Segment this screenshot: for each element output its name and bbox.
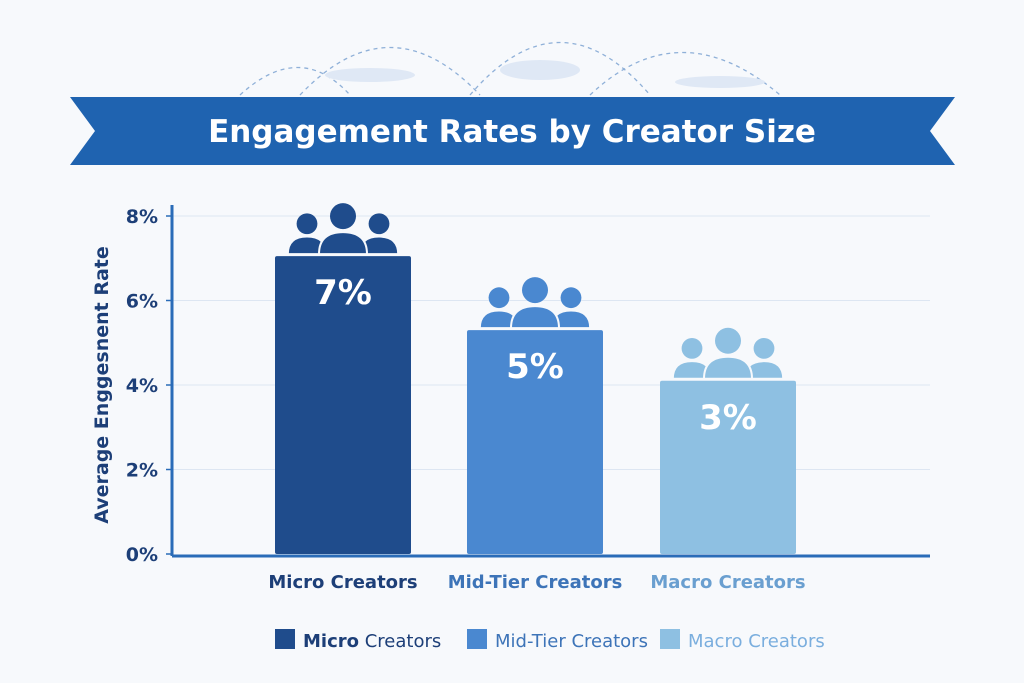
person-body-icon	[317, 231, 369, 256]
person-head-icon	[296, 213, 318, 235]
legend-label-bold: Micro	[303, 631, 359, 652]
bar	[467, 330, 603, 554]
y-tick-label: 2%	[126, 460, 158, 482]
y-tick-label: 4%	[126, 375, 158, 397]
people-group-icon	[478, 277, 592, 330]
person-head-icon	[681, 337, 703, 359]
person-head-icon	[522, 277, 548, 304]
y-axis-label: Average Enggesnent Rate	[91, 246, 113, 524]
y-tick-label: 6%	[126, 291, 158, 313]
legend-label: Mid-Tier Creators	[495, 631, 648, 652]
chart-title: Engagement Rates by Creator Size	[208, 114, 816, 150]
legend-label-text: Macro Creators	[688, 631, 825, 652]
bar	[275, 256, 411, 554]
person-head-icon	[368, 213, 390, 235]
legend-swatch	[275, 629, 295, 649]
person-head-icon	[330, 203, 356, 230]
people-group-icon	[286, 203, 400, 256]
legend-swatch	[467, 629, 487, 649]
x-tick-label: Macro Creators	[650, 572, 805, 593]
person-head-icon	[560, 287, 582, 309]
y-tick-label: 0%	[126, 544, 158, 566]
person-head-icon	[488, 287, 510, 309]
legend-label-text: Creators	[359, 631, 441, 652]
data-label: 3%	[699, 398, 757, 438]
person-body-icon	[509, 305, 561, 330]
legend-label: Macro Creators	[688, 631, 825, 652]
legend-label-text: Mid-Tier Creators	[495, 631, 648, 652]
person-head-icon	[753, 337, 775, 359]
x-tick-label: Mid-Tier Creators	[448, 572, 623, 593]
legend-swatch	[660, 629, 680, 649]
data-label: 7%	[314, 273, 372, 313]
data-label: 5%	[506, 347, 564, 387]
legend-label: Micro Creators	[303, 631, 441, 652]
x-tick-label: Micro Creators	[268, 572, 417, 593]
decorative-arcs	[239, 41, 781, 96]
bar	[660, 380, 796, 554]
decorative-clouds	[325, 60, 765, 88]
people-group-icon	[671, 327, 785, 380]
title-banner	[70, 97, 955, 165]
person-head-icon	[715, 327, 741, 354]
person-body-icon	[702, 355, 754, 380]
y-tick-label: 8%	[126, 206, 158, 228]
